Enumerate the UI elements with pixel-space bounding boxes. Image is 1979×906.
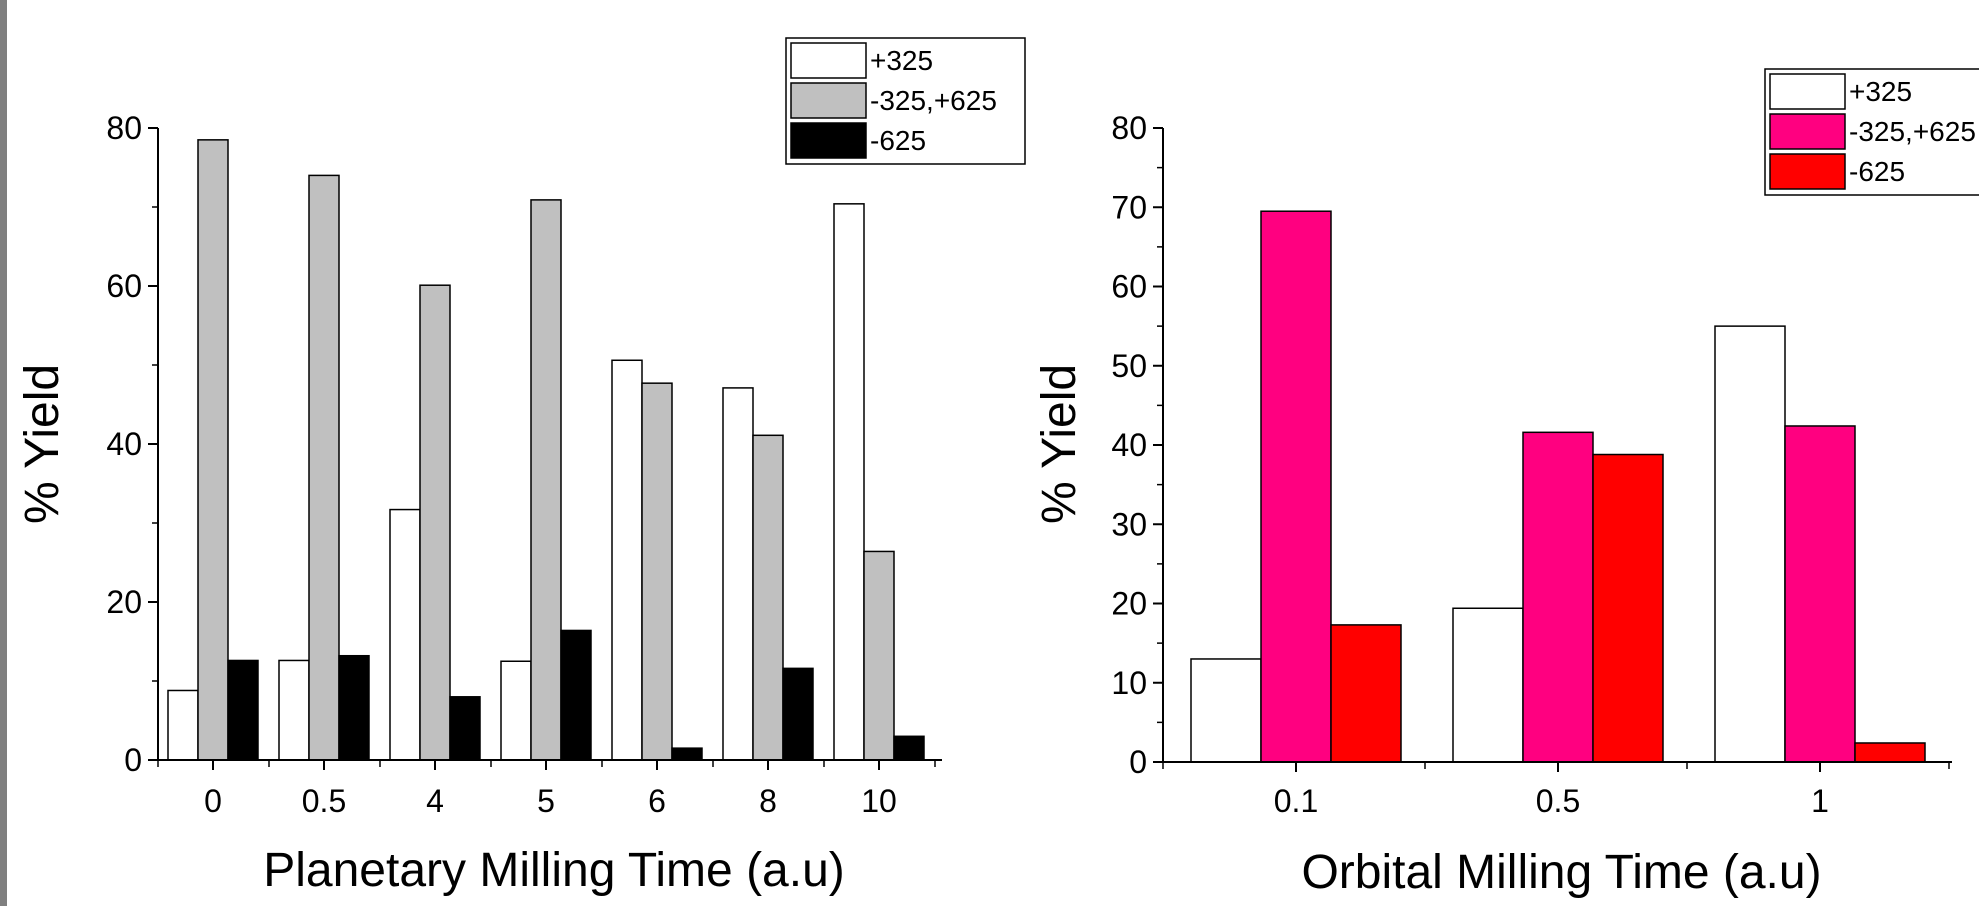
y-tick-label: 40 [106, 426, 142, 462]
x-tick-label: 8 [759, 783, 777, 819]
legend-label: +325 [870, 45, 933, 76]
bar-+325-6 [611, 359, 643, 761]
x-tick-label: 4 [426, 783, 444, 819]
x-tick-label: 0.5 [302, 783, 346, 819]
bar--625-1 [1854, 742, 1926, 763]
orbital-milling-chart: 0 10 20 30 40 50 60 70 80 0.1 0.5 1 Orbital Milling … [1033, 68, 1979, 899]
y-tick-label: 80 [106, 110, 142, 146]
y-tick-label: 30 [1111, 506, 1147, 542]
y-tick-label: 20 [1111, 586, 1147, 622]
left-edge-bar [0, 0, 7, 906]
legend-swatch--325,+625 [1769, 113, 1846, 150]
x-tick-label: 5 [537, 783, 555, 819]
y-tick-label: 10 [1111, 665, 1147, 701]
legend-swatch--625 [1769, 153, 1846, 190]
legend-label: -625 [870, 125, 926, 156]
bar-+325-4 [389, 508, 421, 761]
legend-swatch-+325 [790, 42, 867, 79]
bar--625-8 [782, 667, 814, 761]
y-tick-label: 60 [106, 268, 142, 304]
y-tick-label: 60 [1111, 269, 1147, 305]
bar--625-6 [671, 747, 703, 761]
bar--325,+625-0.5 [1522, 431, 1594, 763]
legend-label: -625 [1849, 156, 1905, 187]
planetary-milling-chart: 0 20 40 60 80 0 0.5 4 5 6 8 10 Planetary Milling Tim… [16, 37, 1026, 897]
x-tick-label: 0.5 [1536, 783, 1580, 819]
bar--625-4 [449, 696, 481, 761]
legend: +325 -325,+625 -625 [1764, 68, 1979, 196]
bar--325,+625-10 [863, 550, 895, 761]
bar--625-0.5 [338, 654, 370, 761]
legend-label: +325 [1849, 76, 1912, 107]
bar--625-0.1 [1330, 624, 1402, 763]
y-axis-label: % Yield [1033, 364, 1086, 524]
y-tick-label: 40 [1111, 427, 1147, 463]
bar-+325-0.5 [1452, 607, 1524, 763]
bar-+325-10 [833, 203, 865, 761]
bar-+325-5 [500, 660, 532, 761]
bar-+325-0.5 [278, 659, 310, 761]
bar--325,+625-5 [530, 199, 562, 761]
bar--625-0 [227, 659, 259, 761]
y-tick-label: 20 [106, 584, 142, 620]
bar-+325-8 [722, 387, 754, 761]
bar--325,+625-4 [419, 284, 451, 761]
y-tick-label: 70 [1111, 189, 1147, 225]
legend-label: -325,+625 [870, 85, 997, 116]
legend-swatch--625 [790, 122, 867, 159]
x-tick-label: 0.1 [1274, 783, 1318, 819]
bar--625-10 [893, 735, 925, 761]
bar-+325-0 [167, 689, 199, 761]
legend-label: -325,+625 [1849, 116, 1976, 147]
y-tick-label: 0 [1129, 744, 1147, 780]
x-tick-label: 10 [861, 783, 897, 819]
bar--625-0.5 [1592, 453, 1664, 763]
x-tick-label: 0 [204, 783, 222, 819]
y-tick-label: 50 [1111, 348, 1147, 384]
y-axis-label: % Yield [16, 364, 69, 524]
bar--325,+625-8 [752, 434, 784, 761]
bar-+325-0.1 [1190, 658, 1262, 763]
x-tick-label: 6 [648, 783, 666, 819]
bar--325,+625-0.1 [1260, 210, 1332, 763]
bar--325,+625-1 [1784, 425, 1856, 763]
legend-swatch-+325 [1769, 73, 1846, 110]
x-axis-label: Planetary Milling Time (a.u) [263, 844, 845, 897]
bar-+325-1 [1714, 325, 1786, 763]
bar--325,+625-0.5 [308, 174, 340, 761]
x-tick-label: 1 [1811, 783, 1829, 819]
x-axis-label: Orbital Milling Time (a.u) [1301, 846, 1821, 899]
bar--625-5 [560, 629, 592, 761]
bar--325,+625-6 [641, 382, 673, 761]
legend: +325 -325,+625 -625 [785, 37, 1026, 165]
y-tick-label: 0 [124, 742, 142, 778]
y-tick-label: 80 [1111, 110, 1147, 146]
bar--325,+625-0 [197, 139, 229, 761]
legend-swatch--325,+625 [790, 82, 867, 119]
